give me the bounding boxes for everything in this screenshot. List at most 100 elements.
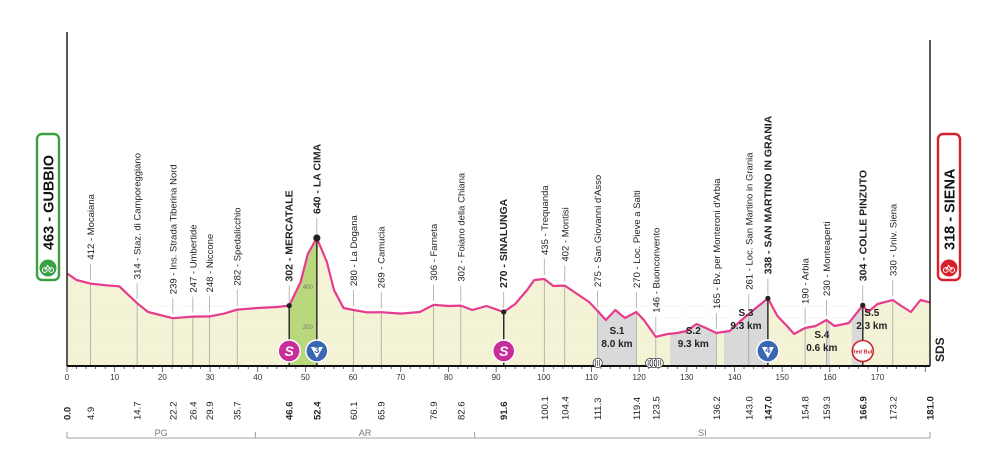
- bike-icon: [940, 259, 958, 277]
- point-label: 314 - Staz. di Camporeggiano: [133, 153, 144, 279]
- sector-length-label: 9.3 km: [730, 321, 761, 332]
- point-km-label: 166.9: [858, 396, 869, 420]
- point-km-label: 46.6: [285, 402, 296, 421]
- point-km-label: 173.2: [888, 396, 899, 420]
- point-km-label: 29.9: [205, 402, 216, 421]
- point-km-label: 147.0: [763, 396, 774, 420]
- x-tick-label: 70: [396, 373, 405, 382]
- point-label: 247 - Umbertide: [188, 224, 199, 292]
- y-tick-label: 200: [303, 325, 314, 331]
- bike-icon-wheel: [942, 267, 949, 273]
- sterrato-sector-1: [597, 310, 637, 366]
- sector-length-label: 0.6 km: [806, 343, 837, 354]
- point-km-label: 123.5: [651, 396, 662, 420]
- point-label: 304 - COLLE PINZUTO: [857, 170, 869, 281]
- point-km-label: 52.4: [312, 401, 323, 420]
- bike-icon-frame: [945, 264, 953, 271]
- x-tick-label: 100: [537, 373, 551, 382]
- point-label: 270 - Loc. Pieve a Salti: [632, 190, 643, 288]
- redbull-badge: [851, 339, 875, 363]
- sprint-badge-text: S: [285, 343, 295, 359]
- province-label: SI: [698, 428, 707, 438]
- x-tick-label: 10: [110, 373, 119, 382]
- profile-area-layer: [67, 238, 930, 366]
- timing-icon: [653, 357, 664, 368]
- point-label: 306 - Farneta: [429, 223, 440, 281]
- sector-code-label: S.2: [686, 326, 701, 337]
- point-km-label: 22.2: [168, 402, 179, 421]
- x-tick-label: 150: [776, 373, 790, 382]
- point-km-label: 119.4: [632, 397, 643, 420]
- sector-code-label: S.5: [864, 308, 879, 319]
- x-tick-label: 50: [301, 373, 310, 382]
- sterrato-sector-2: [670, 324, 717, 366]
- bike-icon-frame: [44, 264, 52, 271]
- point-label: 302 - MERCATALE: [284, 190, 296, 281]
- sprint-badge: [277, 339, 301, 363]
- point-label: 412 - Mocaiana: [86, 193, 97, 259]
- start-badge-frame: [35, 132, 61, 282]
- point-km-label: 136.2: [712, 396, 723, 420]
- sterrato-sector-4: [826, 320, 830, 366]
- point-label: 282 - Spedalicchio: [233, 207, 244, 285]
- sector-code-label: S.1: [609, 326, 624, 337]
- sector-length-label: 8.0 km: [601, 339, 632, 350]
- province-label: AR: [359, 428, 372, 438]
- point-km-label: 143.0: [744, 396, 755, 420]
- point-label: 165 - Bv. per Monteroni d'Arbia: [712, 178, 723, 309]
- x-tick-label: 140: [728, 373, 742, 382]
- x-tick-label: 60: [349, 373, 358, 382]
- sector-length-label: 9.3 km: [678, 339, 709, 350]
- x-tick-label: 120: [632, 373, 646, 382]
- point-label: 275 - San Giovanni d'Asso: [593, 175, 604, 287]
- point-label: 330 - Univ. Siena: [888, 203, 899, 276]
- x-tick-label: 170: [871, 373, 885, 382]
- point-km-label: 65.9: [377, 402, 388, 421]
- bike-icon-wheel: [949, 267, 956, 273]
- x-axis-layer: 0 10 20 30 40 50 60 70 80 90 100 110 120 130 140 150 160…: [65, 32, 931, 382]
- point-label: 302 - Foiano della Chiana: [456, 172, 467, 282]
- point-label: 338 - SAN MARTINO IN GRANIA: [762, 115, 774, 274]
- bike-icon-wheel: [41, 267, 48, 273]
- point-label: 640 - LA CIMA: [311, 143, 323, 214]
- point-km-label: 60.1: [349, 402, 360, 421]
- bike-icon: [39, 259, 57, 277]
- point-label: 269 - Camucia: [377, 226, 388, 288]
- point-km-label: 14.7: [133, 402, 144, 421]
- point-label: 230 - Monteaperti: [822, 222, 833, 296]
- point-km-label: 35.7: [233, 402, 244, 421]
- point-label: 280 - La Dogana: [349, 215, 360, 286]
- bike-icon-wheel: [48, 267, 55, 273]
- x-tick-label: 20: [158, 373, 167, 382]
- sector-length-label: 2.3 km: [856, 321, 887, 332]
- sector-code-label: S.3: [738, 308, 753, 319]
- point-km-label: 159.3: [822, 396, 833, 420]
- point-dot: [765, 295, 771, 301]
- profile-line-layer: [66, 234, 931, 338]
- x-tick-label: 80: [444, 373, 453, 382]
- start-km-label: 0.0: [63, 407, 74, 420]
- sprint-badge: [491, 339, 516, 363]
- finish-km-label: 181.0: [926, 396, 937, 420]
- sector-code-label: S.4: [814, 330, 829, 341]
- x-tick-label: 0: [65, 373, 70, 382]
- start-badge: 463 - GUBBIO: [35, 132, 61, 282]
- point-km-label: 111.3: [593, 398, 604, 420]
- profile-line: [66, 236, 931, 338]
- x-tick-label: 90: [492, 373, 501, 382]
- point-dot: [313, 234, 321, 242]
- finish-badge-text: 318 - SIENA: [943, 168, 959, 250]
- gpm-badge-shape: [761, 347, 774, 358]
- start-badge-text: 463 - GUBBIO: [42, 155, 58, 250]
- province-label: PG: [155, 428, 168, 438]
- point-km-label: 100.1: [540, 396, 551, 420]
- point-label: 146 - Buonconvento: [651, 228, 662, 313]
- x-tick-label: 160: [823, 373, 837, 382]
- gpm-badge-text: 4: [765, 345, 770, 355]
- point-km-label: 26.4: [188, 402, 199, 421]
- point-labels-layer: S.1 8.0 km S.2 9.3 km S.3 9.3 km S.4 0.6 km S.5 2…: [63, 115, 948, 420]
- x-tick-label: 30: [206, 373, 215, 382]
- point-km-label: 91.6: [499, 402, 510, 421]
- point-dot: [860, 302, 866, 308]
